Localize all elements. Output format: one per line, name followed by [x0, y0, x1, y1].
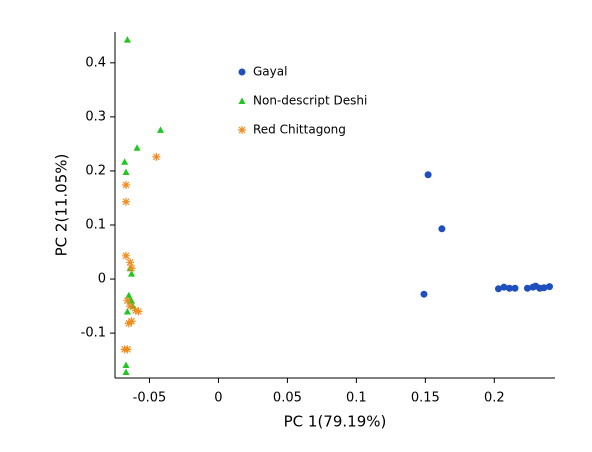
point — [128, 270, 136, 277]
legend-marker — [238, 68, 246, 76]
point — [420, 290, 428, 298]
point — [494, 285, 502, 293]
point — [133, 144, 141, 151]
point — [122, 361, 130, 369]
y-axis-label: PC 2(11.05%) — [53, 154, 71, 257]
point — [545, 283, 553, 291]
point — [157, 126, 165, 133]
legend-label: Red Chittagong — [253, 123, 346, 137]
point — [131, 306, 140, 315]
y-tick-label: 0.4 — [85, 55, 106, 70]
x-tick-label: 0.1 — [346, 391, 367, 406]
point — [121, 158, 129, 165]
point — [125, 291, 133, 299]
point — [122, 168, 130, 176]
point — [152, 152, 161, 161]
x-tick-label: -0.05 — [133, 391, 167, 406]
point — [523, 284, 531, 292]
point — [540, 284, 548, 292]
point — [126, 302, 135, 311]
x-tick-label: 0.15 — [411, 391, 440, 406]
point — [438, 225, 446, 233]
point — [128, 297, 136, 304]
point — [122, 180, 131, 189]
legend-marker — [238, 126, 246, 134]
y-tick-label: 0.3 — [85, 109, 106, 124]
y-tick-label: -0.1 — [81, 326, 106, 341]
point — [134, 307, 143, 316]
point — [126, 258, 135, 267]
x-tick-label: 0.2 — [484, 391, 505, 406]
x-tick-label: 0.05 — [273, 391, 302, 406]
point — [123, 296, 132, 305]
point — [123, 308, 131, 315]
point — [424, 171, 432, 179]
legend-label: Non-descript Deshi — [253, 94, 367, 108]
point — [511, 284, 519, 292]
point — [122, 197, 131, 206]
point — [123, 36, 131, 43]
legend-marker — [238, 97, 246, 104]
x-axis-label: PC 1(79.19%) — [284, 413, 387, 431]
point — [124, 319, 133, 328]
y-tick-label: 0 — [98, 272, 106, 287]
point — [122, 251, 131, 260]
y-tick-label: 0.1 — [85, 218, 106, 233]
legend-label: Gayal — [253, 65, 287, 79]
point — [123, 345, 132, 354]
point — [122, 368, 130, 376]
x-tick-label: 0 — [214, 391, 222, 406]
point — [505, 284, 513, 292]
y-tick-label: 0.2 — [85, 163, 106, 178]
point — [127, 264, 136, 273]
point — [500, 283, 508, 291]
